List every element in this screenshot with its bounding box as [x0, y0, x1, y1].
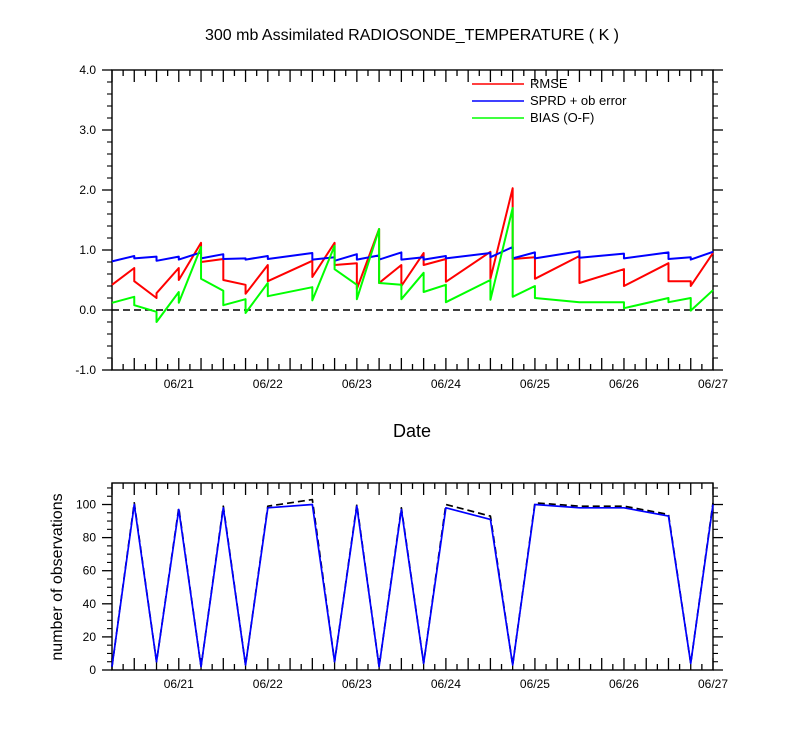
bottom-y-ticks — [102, 487, 723, 671]
top-x-tick-label: 06/25 — [520, 377, 550, 391]
bottom-x-ticks — [111, 483, 714, 670]
top-y-tick-label: -1.0 — [75, 363, 96, 377]
top-y-ticks — [102, 69, 723, 371]
bottom-y-tick-label: 40 — [83, 597, 97, 611]
bottom-y-tick-label: 80 — [83, 531, 97, 545]
legend-entry: BIAS (O-F) — [530, 110, 594, 125]
top-x-tick-label: 06/21 — [164, 377, 194, 391]
top-y-tick-label: 3.0 — [79, 123, 96, 137]
top-panel: 06/21 06/22 06/23 06/24 06/25 06/26 06/27 -1.0 0… — [75, 63, 728, 391]
bottom-x-tick-label: 06/21 — [164, 677, 194, 691]
bottom-y-tick-label: 20 — [83, 630, 97, 644]
bottom-y-tick-label: 60 — [83, 564, 97, 578]
top-plot-frame — [111, 69, 714, 371]
top-series-bias-o-f — [111, 207, 714, 323]
x-axis-title: Date — [393, 421, 431, 441]
top-y-tick-label: 1.0 — [79, 243, 96, 257]
bottom-panel: 06/21 06/22 06/23 06/24 06/25 06/26 06/27 0 20 40… — [76, 482, 728, 691]
bottom-series-assimilated — [111, 503, 714, 668]
bottom-x-tick-label: 06/25 — [520, 677, 550, 691]
top-x-ticks — [111, 70, 714, 370]
legend-entry: SPRD + ob error — [530, 93, 627, 108]
bottom-y-tick-label: 0 — [89, 663, 96, 677]
top-legend: RMSE SPRD + ob error BIAS (O-F) — [472, 76, 627, 125]
bottom-plot-frame — [111, 482, 714, 671]
top-y-tick-label: 4.0 — [79, 63, 96, 77]
top-x-tick-label: 06/23 — [342, 377, 372, 391]
top-y-tick-label: 2.0 — [79, 183, 96, 197]
top-series-rmse — [111, 187, 714, 299]
bottom-x-tick-label: 06/24 — [431, 677, 461, 691]
bottom-y-tick-label: 100 — [76, 498, 96, 512]
bottom-x-tick-label: 06/27 — [698, 677, 728, 691]
chart-title: 300 mb Assimilated RADIOSONDE_TEMPERATUR… — [205, 27, 619, 44]
top-x-tick-label: 06/24 — [431, 377, 461, 391]
bottom-x-tick-label: 06/23 — [342, 677, 372, 691]
bottom-x-tick-label: 06/26 — [609, 677, 639, 691]
top-x-tick-label: 06/26 — [609, 377, 639, 391]
top-x-tick-label: 06/22 — [253, 377, 283, 391]
top-y-tick-label: 0.0 — [79, 303, 96, 317]
top-x-tick-label: 06/27 — [698, 377, 728, 391]
top-series-sprd-ob-error — [111, 246, 714, 263]
y-axis-title-observations: number of observations — [49, 493, 66, 660]
bottom-x-tick-label: 06/22 — [253, 677, 283, 691]
legend-entry: RMSE — [530, 76, 568, 91]
